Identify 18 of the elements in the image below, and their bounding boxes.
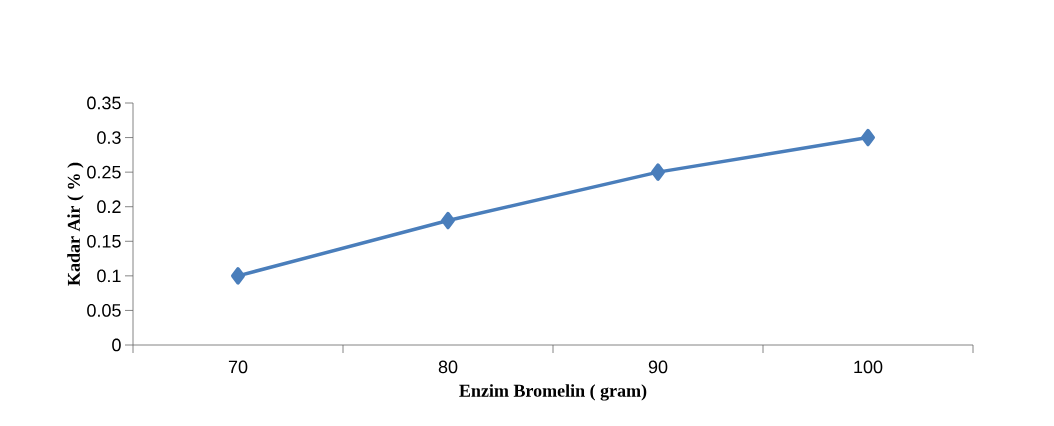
y-tick-label: 0.05 [87,304,121,317]
y-tick-label: 0 [112,338,121,352]
y-tick-label: 0.3 [97,131,121,144]
point [861,128,876,147]
x-tick-label: 100 [854,360,883,374]
point [231,267,245,285]
x-tick-label: 90 [648,360,668,374]
y-tick-label: 0.35 [87,96,121,110]
y-tick-label: 0.15 [87,234,121,248]
y-tick-label: 0.1 [97,269,121,283]
y-axis-title: Kadar Air ( % ) [67,162,84,286]
y-tick-label: 0.2 [97,200,121,214]
x-tick-label: 70 [228,360,248,374]
point [441,211,455,230]
x-axis-title: Enzim Bromelin ( gram) [459,384,647,401]
point [651,163,666,181]
x-tick-label: 80 [438,360,458,374]
y-tick-label: 0.25 [87,165,121,179]
